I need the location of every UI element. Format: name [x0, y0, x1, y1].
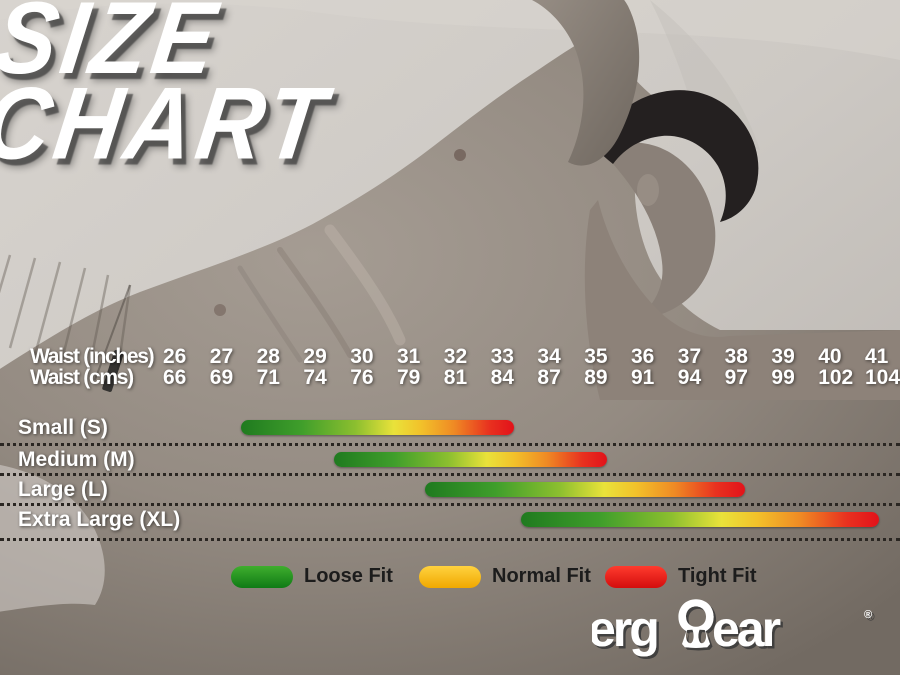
- svg-text:ear: ear: [712, 601, 781, 657]
- svg-text:erg: erg: [592, 601, 657, 657]
- svg-text:®: ®: [864, 609, 872, 621]
